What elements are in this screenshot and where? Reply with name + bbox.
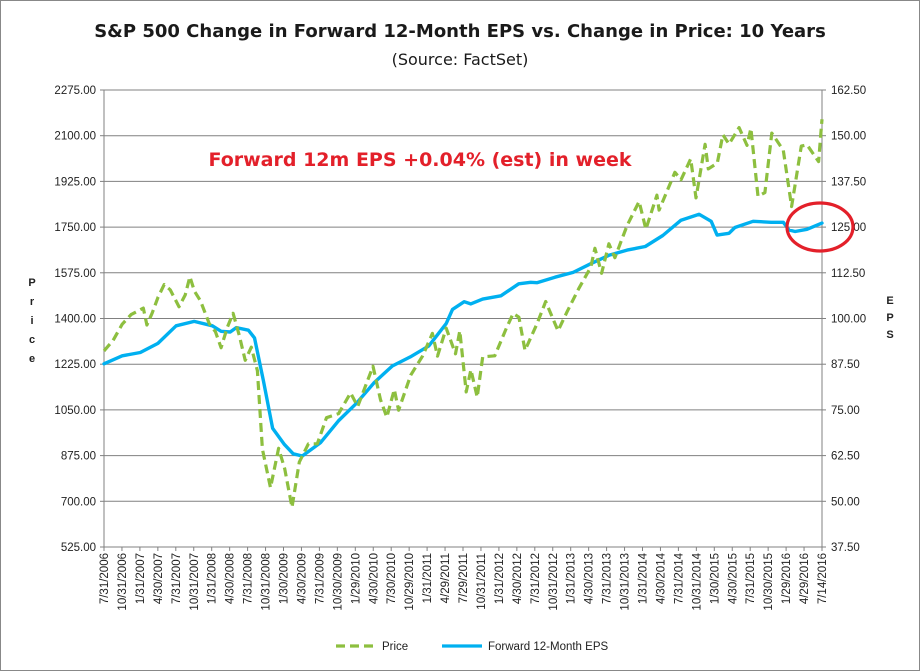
chart-title: S&P 500 Change in Forward 12-Month EPS v… bbox=[94, 21, 826, 42]
y-axis-left-tick-labels: 2275.00 2100.00 1925.00 1750.00 1575.00 1400.… bbox=[54, 85, 96, 554]
y-right-tick-label: 62.50 bbox=[831, 451, 860, 463]
series-layer bbox=[102, 119, 824, 509]
x-tick-label: 7/31/2013 bbox=[602, 553, 614, 604]
x-tick-label: 4/30/2014 bbox=[655, 552, 667, 604]
x-tick-label: 10/29/2010 bbox=[404, 553, 416, 611]
y-right-tick-label: 150.00 bbox=[831, 131, 866, 143]
y-right-tick-label: 162.50 bbox=[831, 85, 866, 97]
price-legend-label: Price bbox=[382, 641, 408, 653]
x-tick-label: 7/31/2009 bbox=[314, 553, 326, 604]
chart-legend: Price Forward 12-Month EPS bbox=[336, 641, 608, 653]
y-right-tick-label: 37.50 bbox=[831, 542, 860, 554]
x-tick-label: 1/31/2014 bbox=[638, 552, 650, 604]
x-tick-label: 4/30/2013 bbox=[584, 553, 596, 604]
y-left-tick-label: 700.00 bbox=[61, 496, 96, 508]
x-tick-label: 10/31/2013 bbox=[620, 553, 632, 611]
y-right-tick-label: 137.50 bbox=[831, 176, 866, 188]
x-tick-label: 7/31/2012 bbox=[530, 553, 542, 604]
x-tick-label: 4/30/2007 bbox=[153, 553, 165, 604]
eps-series-line bbox=[102, 212, 824, 458]
x-tick-label: 1/30/2009 bbox=[279, 553, 291, 604]
x-axis-tick-labels: 7/31/2006 10/31/2006 1/31/2007 4/30/2007 7/3… bbox=[99, 552, 829, 610]
y-axis-right-title-letter: S bbox=[886, 329, 893, 341]
x-tick-label: 10/31/2011 bbox=[476, 553, 488, 610]
y-right-tick-label: 100.00 bbox=[831, 314, 866, 326]
x-tick-label: 7/31/2015 bbox=[745, 553, 757, 604]
y-axis-left-title-letter: e bbox=[29, 353, 35, 365]
x-tick-label: 7/31/2007 bbox=[171, 553, 183, 604]
x-tick-label: 7/31/2006 bbox=[99, 553, 111, 604]
y-right-tick-label: 87.50 bbox=[831, 359, 860, 371]
x-tick-label: 1/31/2013 bbox=[566, 553, 578, 604]
x-tick-label: 4/30/2015 bbox=[727, 553, 739, 604]
x-tick-label: 7/31/2008 bbox=[243, 553, 255, 604]
x-tick-label: 1/31/2008 bbox=[207, 553, 219, 604]
y-left-tick-label: 1925.00 bbox=[54, 176, 96, 188]
y-axis-right-title: EPS bbox=[886, 295, 893, 341]
y-left-tick-label: 1575.00 bbox=[54, 268, 96, 280]
x-tick-label: 4/29/2016 bbox=[799, 553, 811, 604]
x-tick-label: 4/29/2011 bbox=[440, 553, 452, 603]
x-tick-label: 4/30/2008 bbox=[225, 553, 237, 604]
highlight-circle bbox=[785, 201, 855, 253]
y-axis-left-title-letter: i bbox=[30, 315, 33, 327]
x-tick-label: 4/30/2009 bbox=[296, 553, 308, 604]
y-left-tick-label: 1400.00 bbox=[54, 314, 96, 326]
x-tick-label: 7/31/2014 bbox=[673, 552, 685, 604]
y-left-tick-label: 1225.00 bbox=[54, 359, 96, 371]
x-tick-label: 1/30/2015 bbox=[709, 553, 721, 604]
y-axis-left-title: Price bbox=[28, 277, 35, 365]
y-left-tick-label: 1750.00 bbox=[54, 222, 96, 234]
x-tick-label: 10/30/2009 bbox=[332, 553, 344, 611]
x-tick-label: 4/30/2010 bbox=[368, 553, 380, 604]
x-tick-label: 10/31/2014 bbox=[691, 552, 703, 610]
x-tick-label: 10/31/2006 bbox=[117, 553, 129, 611]
y-right-tick-label: 125.00 bbox=[831, 222, 866, 234]
y-left-tick-label: 2275.00 bbox=[54, 85, 96, 97]
tick-marks bbox=[100, 89, 826, 551]
y-left-tick-label: 875.00 bbox=[61, 451, 96, 463]
x-tick-label: 7/29/2011 bbox=[458, 553, 470, 603]
y-left-tick-label: 525.00 bbox=[61, 542, 96, 554]
y-axis-left-title-letter: P bbox=[28, 277, 35, 289]
price-series-line bbox=[102, 119, 824, 509]
eps-legend-label: Forward 12-Month EPS bbox=[488, 641, 608, 653]
y-right-tick-label: 75.00 bbox=[831, 405, 860, 417]
gridlines bbox=[104, 135, 822, 502]
y-axis-left-title-letter: c bbox=[29, 334, 35, 346]
x-tick-label: 1/31/2011 bbox=[422, 553, 434, 603]
x-tick-label: 4/30/2012 bbox=[512, 553, 524, 604]
x-tick-label: 10/31/2008 bbox=[261, 553, 273, 611]
y-right-tick-label: 50.00 bbox=[831, 496, 860, 508]
x-tick-label: 7/30/2010 bbox=[386, 553, 398, 604]
chart-subtitle: (Source: FactSet) bbox=[392, 50, 529, 69]
x-tick-label: 1/29/2010 bbox=[350, 553, 362, 604]
y-axis-right-tick-labels: 162.50 150.00 137.50 125.00 112.50 100.00 87.5… bbox=[831, 85, 866, 554]
y-left-tick-label: 1050.00 bbox=[54, 405, 96, 417]
x-tick-label: 7/14/2016 bbox=[817, 553, 829, 604]
y-axis-right-title-letter: P bbox=[886, 312, 893, 324]
x-tick-label: 10/31/2007 bbox=[189, 553, 201, 611]
x-tick-label: 10/31/2012 bbox=[548, 553, 560, 611]
y-right-tick-label: 112.50 bbox=[831, 268, 865, 280]
eps-weekly-annotation: Forward 12m EPS +0.04% (est) in week bbox=[209, 149, 632, 171]
x-tick-label: 1/31/2012 bbox=[494, 553, 506, 604]
x-tick-label: 1/31/2007 bbox=[135, 553, 147, 604]
y-axis-right-title-letter: E bbox=[886, 295, 893, 307]
x-tick-label: 1/29/2016 bbox=[781, 553, 793, 604]
y-left-tick-label: 2100.00 bbox=[54, 131, 96, 143]
y-axis-left-title-letter: r bbox=[30, 296, 35, 308]
x-tick-label: 10/30/2015 bbox=[763, 553, 775, 611]
